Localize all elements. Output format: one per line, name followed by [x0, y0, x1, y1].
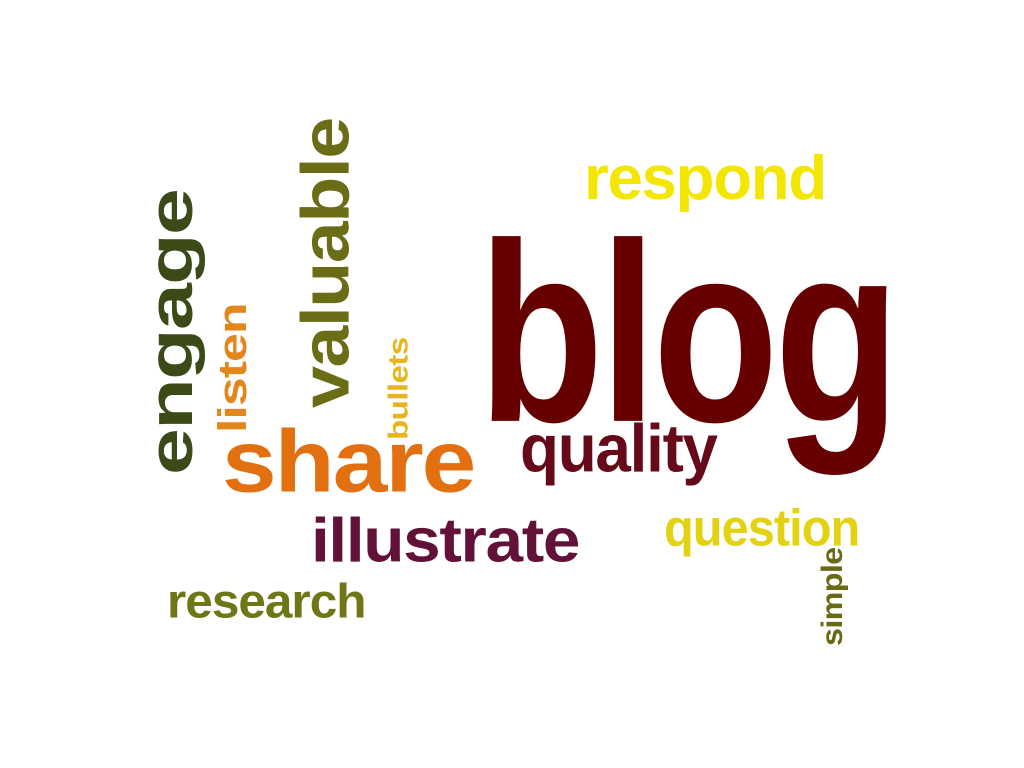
word-share: share: [222, 413, 476, 511]
word-simple: simple: [816, 547, 849, 646]
word-research: research: [167, 573, 366, 629]
word-bullets: bullets: [383, 337, 414, 440]
word-respond: respond: [584, 144, 827, 213]
word-listen: listen: [209, 303, 255, 433]
word-quality: quality: [520, 410, 718, 487]
word-illustrate: illustrate: [311, 505, 580, 576]
word-valuable: valuable: [288, 118, 364, 408]
word-blog: blog: [478, 189, 900, 476]
word-engage: engage: [135, 189, 206, 476]
word-question: question: [664, 499, 860, 558]
